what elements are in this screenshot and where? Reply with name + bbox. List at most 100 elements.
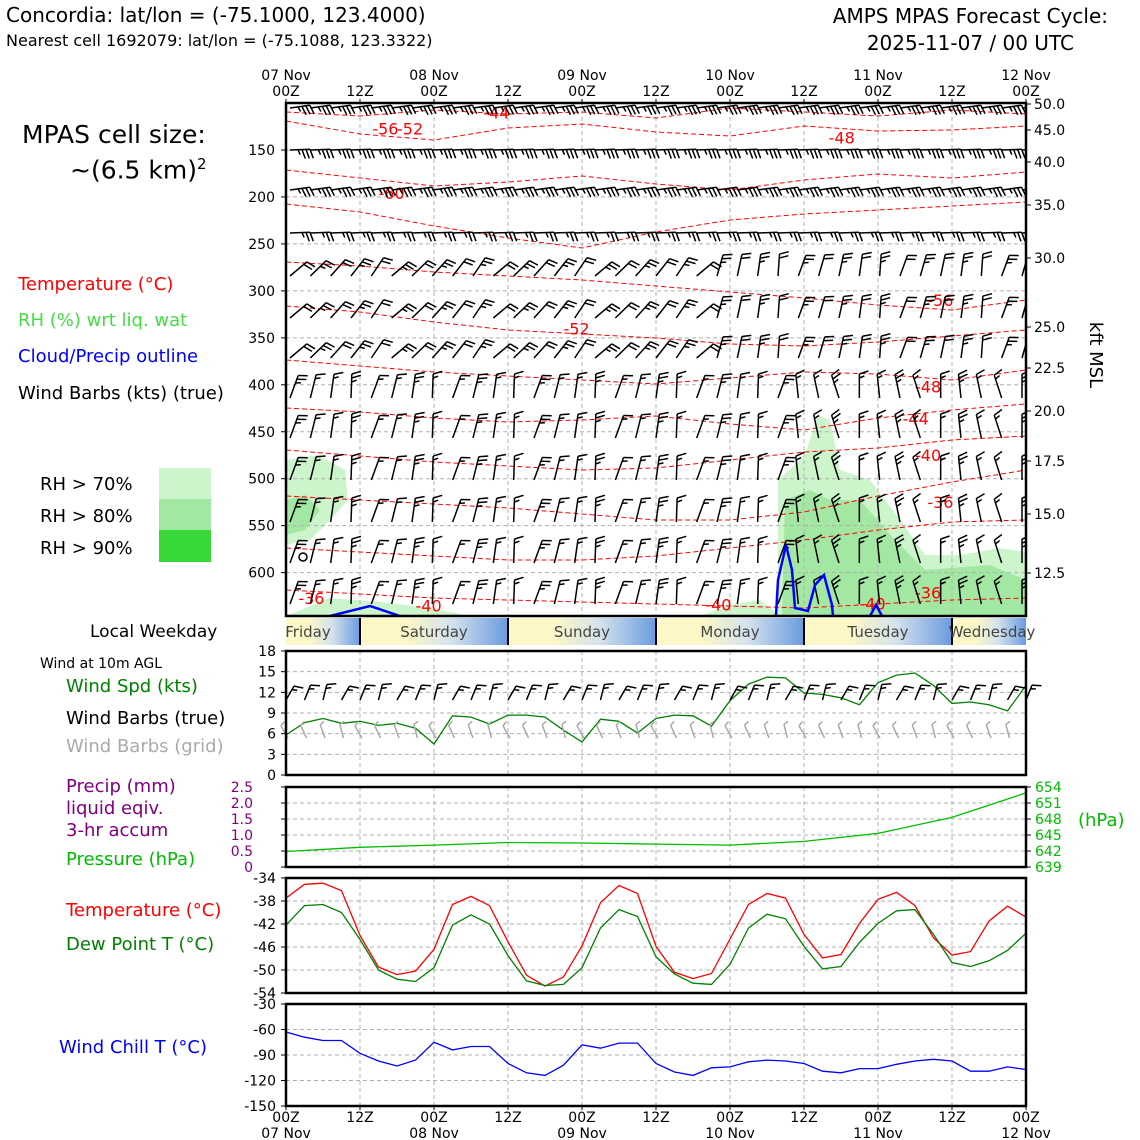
wind-barb: [560, 373, 570, 376]
wind-barb: [320, 307, 326, 312]
wind-barb: [484, 187, 490, 198]
bottom-hour-label: 00Z: [272, 1110, 299, 1126]
wind-barb: [504, 149, 510, 159]
surface-wind-barb: [991, 686, 998, 690]
wind-barb: [492, 232, 498, 242]
surface-wind-barb: [769, 686, 776, 690]
grid-wind-barb: [650, 721, 655, 727]
wind-barb: [424, 304, 434, 311]
wind-barb: [1021, 461, 1026, 465]
wind-barb: [315, 542, 321, 545]
wind-barb: [492, 104, 498, 115]
wind-barb: [602, 149, 606, 155]
wind-barb: [602, 106, 607, 112]
surface-wind-barb: [692, 684, 700, 701]
wind-barb: [602, 188, 607, 194]
temperature-contour-label: -48: [915, 378, 941, 397]
wind-barb: [675, 186, 681, 197]
wind-barb: [351, 498, 362, 503]
bottom-hour-label: 00Z: [420, 1110, 447, 1126]
wind-barb: [641, 455, 651, 458]
wind-barb: [758, 457, 764, 461]
grid-wind-barb: [467, 724, 474, 739]
wind-barb: [333, 541, 339, 544]
wind-barb: [532, 149, 538, 159]
wind-barb: [899, 231, 921, 234]
wind-barb: [606, 149, 612, 159]
wind-barb: [805, 106, 810, 112]
wind-barb: [809, 187, 816, 198]
wind-barb: [960, 148, 982, 151]
wind-barb: [862, 333, 872, 337]
wind-barb: [514, 535, 524, 540]
wind-barb: [627, 344, 638, 351]
wind-barb: [683, 106, 688, 112]
wind-barb: [654, 104, 661, 115]
surface-wind-barb: [976, 684, 987, 687]
wind-barb: [809, 105, 816, 116]
wind-barb: [441, 306, 448, 311]
wind-barb: [1021, 453, 1026, 457]
wind-barb: [432, 415, 439, 419]
grid-wind-barb: [709, 724, 715, 739]
wind-barb: [982, 254, 992, 259]
wind-barb: [995, 580, 1001, 586]
wind-barb: [671, 187, 677, 197]
wind-barb: [659, 536, 669, 540]
dewpoint-panel-label: Dew Point T (°C): [66, 934, 215, 955]
wind-barb: [595, 544, 601, 548]
wind-barb: [876, 369, 887, 375]
wind-barb: [740, 495, 751, 499]
wind-barb: [574, 231, 595, 234]
wind-barb: [383, 299, 393, 304]
wind-barb: [317, 149, 322, 155]
legend-temperature: Temperature (°C): [18, 274, 174, 295]
wind-barb: [739, 376, 746, 379]
wind-barb: [1021, 457, 1026, 461]
wind-barb: [687, 105, 694, 116]
surface-wind-barb: [325, 686, 332, 690]
wind-barb: [958, 584, 965, 589]
wind-barb: [963, 251, 974, 255]
wind-barb: [467, 187, 474, 197]
wind-barb: [798, 231, 819, 234]
wind-barb: [415, 495, 425, 499]
wind-barb: [841, 302, 848, 306]
wind-barb: [976, 149, 982, 159]
wind-barb: [345, 340, 355, 347]
precip-label-1: Precip (mm): [66, 776, 176, 797]
pressure-tick-label: 150: [248, 143, 275, 159]
wind-barb: [880, 296, 891, 301]
wind-barb: [722, 373, 733, 376]
surface-wind-barb: [476, 684, 487, 687]
wind-barb: [561, 149, 566, 155]
wind-barb: [684, 263, 690, 267]
wind-barb: [315, 501, 321, 504]
wind-barb: [870, 149, 876, 159]
rh-region: [782, 490, 1026, 616]
surface-wind-barb: [988, 684, 994, 701]
wind-barb: [358, 106, 363, 112]
grid-wind-barb: [837, 724, 844, 739]
wind-barb: [512, 149, 518, 159]
wind-barb: [963, 337, 973, 341]
wind-barb: [858, 232, 864, 242]
wind-barb: [316, 455, 326, 458]
wind-barb: [993, 368, 1003, 376]
wind-barb: [382, 187, 389, 198]
wind-barb: [650, 340, 660, 347]
wind-barb: [554, 231, 575, 234]
wind-barb: [870, 105, 877, 116]
wind-barb: [785, 188, 790, 194]
wind-barb: [976, 539, 983, 545]
wind-barb: [477, 583, 488, 586]
wind-barb: [688, 257, 698, 262]
wind-barb: [463, 105, 470, 116]
wind-barb: [736, 580, 742, 605]
wind-barb: [797, 104, 803, 115]
wind-barb: [345, 187, 352, 197]
wind-barb: [333, 411, 344, 415]
surface-wind-barb: [293, 685, 304, 689]
wind-barb: [390, 186, 397, 197]
wind-barb: [940, 499, 946, 503]
